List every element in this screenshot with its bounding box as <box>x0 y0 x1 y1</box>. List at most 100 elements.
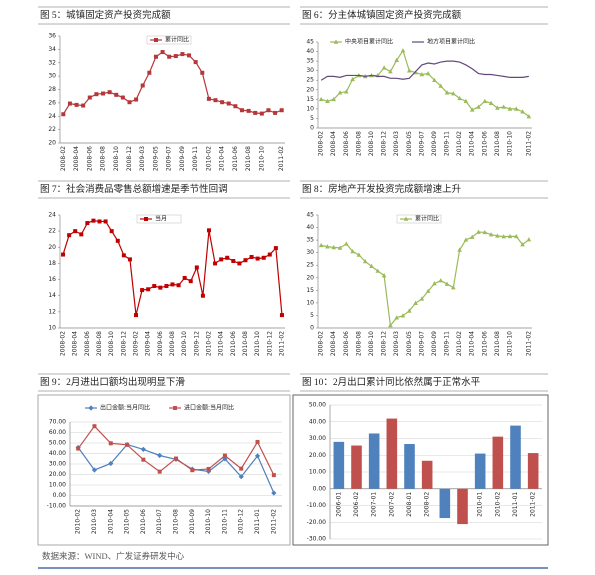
y-tick-label: 40 <box>306 224 314 231</box>
y-tick-label: 60.00 <box>49 429 66 436</box>
point <box>85 221 90 226</box>
bar <box>492 436 504 489</box>
y-tick-label: 16 <box>48 276 56 283</box>
point <box>388 322 393 328</box>
point <box>463 237 469 242</box>
point <box>482 229 488 235</box>
point <box>476 104 481 109</box>
point <box>400 48 406 53</box>
bar <box>439 488 451 519</box>
series-line <box>77 443 275 494</box>
point <box>469 234 475 239</box>
y-tick-label: 20 <box>306 86 314 93</box>
y-tick-label: 28 <box>48 86 56 93</box>
y-tick-label: 10.00 <box>49 482 66 489</box>
point <box>103 219 108 224</box>
point <box>140 446 146 453</box>
x-tick-label: 2010-04 <box>218 331 225 356</box>
x-tick-label: 2010-10 <box>205 509 212 534</box>
point <box>259 111 264 116</box>
point <box>108 441 113 446</box>
y-tick-label: 20 <box>48 244 56 251</box>
x-tick-label: 2010-06 <box>232 146 239 171</box>
x-tick-label: 2011-02 <box>278 146 285 171</box>
x-tick-label: 2008-04 <box>330 331 337 356</box>
point <box>369 263 374 269</box>
legend-label: 当月 <box>155 215 167 223</box>
point <box>403 216 409 221</box>
point <box>154 38 158 42</box>
point <box>344 89 349 94</box>
x-tick-label: 2006-02 <box>353 492 360 517</box>
point <box>115 238 120 243</box>
x-tick-label: 2009-11 <box>192 146 199 171</box>
x-tick-label: 2008-08 <box>96 331 103 356</box>
x-tick-label: 2009-04 <box>145 331 152 356</box>
point <box>74 102 79 107</box>
point <box>507 233 513 239</box>
point <box>432 77 437 83</box>
point <box>255 439 260 444</box>
point <box>255 256 260 261</box>
y-tick-label: 45 <box>306 39 314 46</box>
point <box>337 90 343 95</box>
point <box>419 71 425 77</box>
point <box>526 114 532 119</box>
point <box>107 90 112 95</box>
point <box>194 265 199 270</box>
point <box>249 254 254 259</box>
x-tick-label: 2010-08 <box>245 146 252 171</box>
point <box>457 247 462 252</box>
legend-label: 累计同比 <box>415 215 439 223</box>
point <box>520 109 525 114</box>
x-tick-label: 2010-10 <box>506 331 513 356</box>
point <box>206 466 211 471</box>
point <box>495 233 500 238</box>
series-line <box>77 425 275 476</box>
point <box>134 97 139 102</box>
x-tick-label: 2011-02 <box>530 492 537 517</box>
y-tick-label: 26 <box>48 99 56 106</box>
x-tick-label: 2008-08 <box>355 131 362 156</box>
x-tick-label: 2009-09 <box>179 146 186 171</box>
y-tick-label: 40.00 <box>309 418 326 425</box>
point <box>488 100 494 105</box>
point <box>91 467 98 473</box>
legend-label: 出口金额:当月同比 <box>100 404 150 412</box>
y-tick-label: 22 <box>48 126 56 133</box>
point <box>513 106 519 111</box>
point <box>206 96 211 101</box>
x-tick-label: 2010-02 <box>75 509 82 534</box>
point <box>333 39 339 44</box>
point <box>526 237 532 242</box>
y-tick-label: 34 <box>48 46 56 53</box>
x-tick-label: 2009-07 <box>418 331 425 356</box>
y-tick-label: 18 <box>48 260 56 267</box>
point <box>91 218 96 223</box>
x-tick-label: 2009-11 <box>444 331 451 356</box>
point <box>81 103 86 108</box>
point <box>344 241 349 246</box>
point <box>425 288 431 293</box>
x-tick-label: 2010-08 <box>173 509 180 534</box>
point <box>469 107 475 112</box>
x-tick-label: 2008-12 <box>381 331 388 356</box>
x-tick-label: 2009-07 <box>418 131 425 156</box>
x-tick-label: 2008-01 <box>406 492 413 517</box>
y-tick-label: 25 <box>306 77 314 84</box>
panel-frame <box>292 394 549 546</box>
x-tick-label: 2009-08 <box>169 331 176 356</box>
point <box>273 110 278 115</box>
point <box>406 68 412 73</box>
x-tick-label: 2009-06 <box>157 331 164 356</box>
caption: 图 7：社会消费品零售总额增速是季节性回调 <box>40 183 228 195</box>
point <box>425 71 431 76</box>
point <box>356 252 362 257</box>
bar <box>404 444 415 489</box>
point <box>61 112 66 117</box>
caption: 图 8：房地产开发投资完成额增速上升 <box>302 183 462 195</box>
x-tick-label: 2010-06 <box>230 331 237 356</box>
y-tick-label: 20 <box>306 274 314 281</box>
series-line <box>321 231 530 327</box>
